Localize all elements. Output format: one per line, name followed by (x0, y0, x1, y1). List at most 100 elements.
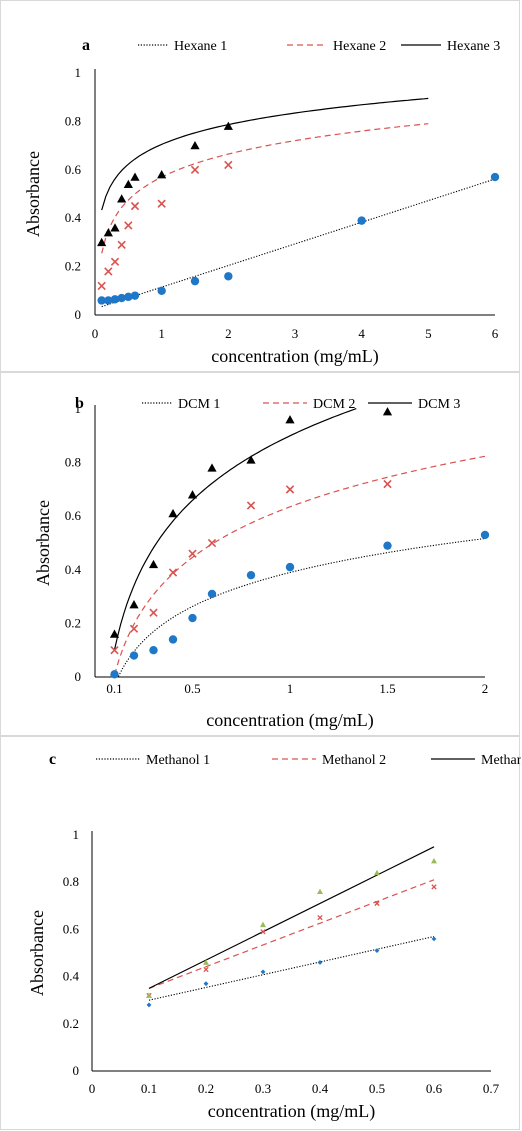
chart-a-svg: a Hexane 1 Hexane 2 Hexane 3 0 0.2 0.4 0.6 0.8 1 0… (23, 37, 500, 367)
data-point-b-2-6-stroke2 (246, 501, 256, 510)
x-tick-label-a-2: 2 (225, 326, 232, 341)
y-tick-label-a-0: 0 (75, 307, 82, 322)
legend-label-b-2: DCM 2 (313, 397, 355, 412)
legend-label-c-2: Methanol 2 (322, 753, 386, 768)
trendline-b-2 (113, 455, 486, 675)
data-point-a-3-4 (123, 179, 133, 188)
trendline-b-3 (113, 408, 357, 651)
data-point-b-2-0 (110, 646, 119, 655)
data-point-b-3-0 (109, 629, 120, 638)
legend-label-c-3: Methanol 3 (481, 753, 521, 768)
x-tick-label-c-0: 0 (89, 1081, 96, 1096)
y-tick-label-a-3: 0.6 (65, 162, 82, 177)
x-tick-label-a-5: 5 (425, 326, 432, 341)
data-point-a-2-3 (117, 240, 126, 249)
data-point-b-2-3 (168, 568, 178, 577)
trendline-b-1 (117, 537, 486, 677)
data-point-c-3-0 (146, 992, 152, 998)
data-point-b-2-2-stroke2 (149, 608, 158, 617)
data-point-c-2-3 (317, 914, 323, 921)
y-tick-label-c-4: 0.8 (63, 874, 79, 889)
data-point-b-2-3-stroke2 (168, 568, 178, 577)
data-point-a-1-3 (117, 293, 126, 303)
data-point-c-2-5-stroke2 (431, 884, 437, 890)
data-point-a-2-6 (157, 199, 166, 208)
x-tick-label-b-1: 0.5 (184, 681, 200, 696)
data-point-a-2-8 (224, 160, 233, 170)
data-point-a-3-6 (157, 170, 167, 179)
data-point-b-1-6 (246, 570, 256, 580)
data-point-a-2-6-stroke2 (157, 199, 166, 208)
x-tick-label-a-0: 0 (92, 326, 99, 341)
data-point-c-3-1 (203, 959, 209, 965)
y-tick-label-c-3: 0.6 (63, 921, 80, 936)
x-tick-label-b-2: 1 (287, 681, 294, 696)
legend-label-a-2: Hexane 2 (333, 39, 386, 54)
legend-entry-c-1: Methanol 1 (96, 753, 210, 768)
data-point-a-2-0-stroke2 (97, 281, 106, 291)
y-tick-label-b-3: 0.6 (65, 508, 82, 523)
chart-panel-a: a Hexane 1 Hexane 2 Hexane 3 0 0.2 0.4 0.6 0.8 1 0… (0, 0, 520, 372)
x-tick-label-b-4: 2 (482, 681, 489, 696)
data-point-b-2-1-stroke2 (129, 624, 139, 633)
trendline-a-2 (101, 123, 429, 254)
data-point-a-1-9 (357, 216, 366, 225)
data-point-c-1-1 (203, 981, 209, 987)
x-tick-label-a-3: 3 (292, 326, 299, 341)
y-tick-label-a-2: 0.4 (65, 210, 82, 225)
legend-entry-a-1: Hexane 1 (138, 39, 227, 54)
y-axis-title-b: Absorbance (33, 500, 53, 586)
data-point-a-1-5 (130, 291, 140, 300)
y-tick-label-a-4: 0.8 (65, 113, 81, 128)
x-tick-label-c-3: 0.3 (255, 1081, 271, 1096)
data-point-b-2-1 (129, 624, 139, 633)
data-point-a-3-5 (130, 172, 140, 181)
data-point-c-3-4 (374, 869, 380, 876)
data-point-a-2-3-stroke2 (117, 240, 126, 249)
data-point-c-2-3-stroke2 (317, 914, 323, 921)
data-point-c-2-1 (203, 966, 209, 973)
trendline-c-1 (148, 935, 435, 1001)
x-tick-label-c-2: 0.2 (198, 1081, 214, 1096)
data-point-a-1-0 (97, 296, 106, 305)
data-point-b-3-5 (207, 463, 217, 472)
chart-b-svg: b DCM 1 DCM 2 DCM 3 0 0.2 0.4 0.6 0.8 1 0.1 0.5 1 1.5… (33, 395, 490, 731)
data-point-c-1-5 (431, 936, 437, 942)
y-axis-title-a: Absorbance (23, 151, 43, 237)
chart-c-svg: c Methanol 1 Methanol 2 Methanol 3 0 0.2 0.4 0.… (27, 751, 521, 1122)
data-point-c-1-4 (374, 948, 380, 954)
y-tick-label-b-5: 1 (75, 401, 82, 416)
data-point-c-2-2 (260, 929, 266, 935)
data-point-b-2-4 (188, 549, 197, 558)
legend-label-a-3: Hexane 3 (447, 39, 500, 54)
data-point-b-1-5 (207, 589, 217, 599)
data-point-a-2-5-stroke2 (130, 201, 140, 211)
data-point-a-2-1 (104, 267, 113, 276)
x-tick-label-c-1: 0.1 (141, 1081, 157, 1096)
y-tick-label-c-2: 0.4 (63, 969, 80, 984)
data-point-a-2-5 (130, 201, 140, 211)
data-point-a-2-7-stroke2 (190, 165, 200, 174)
y-tick-label-c-1: 0.2 (63, 1016, 79, 1031)
x-tick-label-a-1: 1 (158, 326, 165, 341)
data-point-c-3-2 (260, 921, 266, 928)
x-tick-label-a-4: 4 (358, 326, 365, 341)
legend-label-b-3: DCM 3 (418, 397, 460, 412)
panel-label-c: c (49, 751, 56, 768)
data-point-c-2-4-stroke2 (374, 900, 380, 907)
data-point-b-1-8 (383, 541, 392, 550)
data-point-b-3-8 (382, 407, 393, 416)
x-axis-title-b: concentration (mg/mL) (206, 710, 373, 731)
data-point-a-2-0 (97, 281, 106, 291)
trendline-c-3 (148, 846, 435, 989)
data-point-b-1-2 (149, 646, 158, 655)
legend-entry-c-2: Methanol 2 (272, 753, 386, 768)
x-tick-label-b-0: 0.1 (106, 681, 122, 696)
y-tick-label-c-5: 1 (73, 827, 80, 842)
data-point-a-2-7 (190, 165, 200, 174)
legend-entry-a-2: Hexane 2 (287, 39, 386, 54)
data-point-a-1-1 (104, 296, 113, 305)
data-point-a-3-0 (97, 237, 107, 247)
data-point-a-2-1-stroke2 (104, 267, 113, 276)
y-tick-label-a-5: 1 (75, 65, 82, 80)
